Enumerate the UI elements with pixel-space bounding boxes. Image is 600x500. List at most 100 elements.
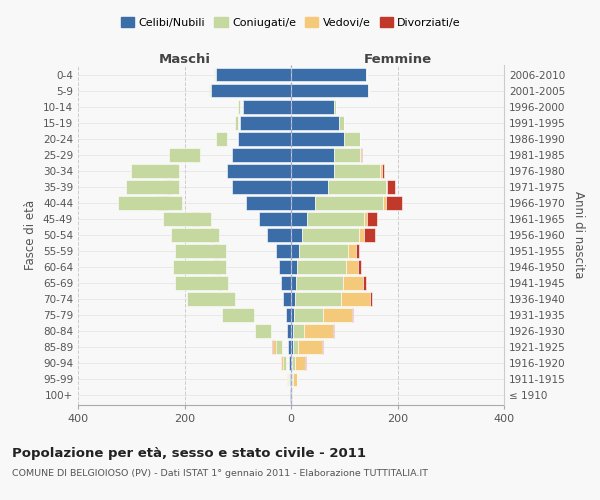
Bar <box>380 164 382 177</box>
Bar <box>304 324 333 338</box>
Bar <box>281 276 291 290</box>
Bar <box>243 100 291 114</box>
Bar <box>295 356 305 370</box>
Bar <box>209 228 214 242</box>
Bar <box>283 292 291 306</box>
Bar <box>194 148 197 162</box>
Bar <box>352 308 353 322</box>
Bar <box>295 292 341 306</box>
Bar <box>386 180 387 194</box>
Bar <box>214 68 215 82</box>
Bar <box>291 356 292 370</box>
Bar <box>299 244 348 258</box>
Bar <box>289 356 291 370</box>
Bar <box>229 292 230 306</box>
Bar <box>293 372 298 386</box>
Bar <box>209 84 210 98</box>
Bar <box>334 148 360 162</box>
Text: Maschi: Maschi <box>158 53 211 66</box>
Bar <box>187 292 235 306</box>
Bar <box>287 324 291 338</box>
Bar <box>223 244 224 258</box>
Bar <box>163 212 211 226</box>
Bar <box>298 260 346 274</box>
Y-axis label: Fasce di età: Fasce di età <box>25 200 37 270</box>
Bar <box>386 196 402 209</box>
Bar <box>292 372 293 386</box>
Bar <box>291 180 328 194</box>
Bar <box>288 372 289 386</box>
Bar <box>241 116 291 130</box>
Bar <box>258 324 265 338</box>
Bar <box>281 356 283 370</box>
Bar <box>365 68 367 82</box>
Bar <box>286 308 291 322</box>
Bar <box>383 196 386 209</box>
Bar <box>171 228 219 242</box>
Bar <box>291 132 344 145</box>
Bar <box>291 196 315 209</box>
Bar <box>387 180 395 194</box>
Bar <box>209 212 210 226</box>
Bar <box>348 244 356 258</box>
Bar <box>227 292 231 306</box>
Bar <box>307 212 364 226</box>
Bar <box>356 244 359 258</box>
Bar <box>291 116 339 130</box>
Bar <box>291 100 334 114</box>
Bar <box>382 164 384 177</box>
Bar <box>291 148 334 162</box>
Bar <box>298 340 322 354</box>
Bar <box>315 196 383 209</box>
Bar <box>291 324 293 338</box>
Bar <box>346 260 358 274</box>
Bar <box>291 340 293 354</box>
Bar <box>283 356 286 370</box>
Bar <box>293 324 304 338</box>
Bar <box>214 260 219 274</box>
Bar <box>131 164 179 177</box>
Text: COMUNE DI BELGIOIOSO (PV) - Dati ISTAT 1° gennaio 2011 - Elaborazione TUTTITALIA: COMUNE DI BELGIOIOSO (PV) - Dati ISTAT 1… <box>12 469 428 478</box>
Bar <box>292 388 293 402</box>
Bar <box>291 260 298 274</box>
Bar <box>296 276 343 290</box>
Bar <box>291 212 307 226</box>
Bar <box>293 308 323 322</box>
Bar <box>291 292 295 306</box>
Bar <box>291 84 368 98</box>
Bar <box>175 244 226 258</box>
Bar <box>359 228 364 242</box>
Bar <box>370 292 373 306</box>
Bar <box>126 180 179 194</box>
Bar <box>287 372 288 386</box>
Bar <box>343 276 364 290</box>
Bar <box>246 196 291 209</box>
Bar <box>358 260 361 274</box>
Bar <box>217 68 291 82</box>
Bar <box>217 132 227 145</box>
Bar <box>292 356 295 370</box>
Bar <box>368 84 369 98</box>
Legend: Celibi/Nubili, Coniugati/e, Vedovi/e, Divorziati/e: Celibi/Nubili, Coniugati/e, Vedovi/e, Di… <box>116 13 466 32</box>
Bar <box>232 148 291 162</box>
Bar <box>291 164 334 177</box>
Bar <box>223 276 226 290</box>
Bar <box>291 244 299 258</box>
Bar <box>235 116 238 130</box>
Text: Popolazione per età, sesso e stato civile - 2011: Popolazione per età, sesso e stato civil… <box>12 448 366 460</box>
Bar <box>367 212 377 226</box>
Bar <box>217 276 221 290</box>
Bar <box>291 228 302 242</box>
Bar <box>259 212 291 226</box>
Bar <box>255 324 271 338</box>
Bar <box>291 308 293 322</box>
Bar <box>118 196 182 209</box>
Bar <box>274 340 278 354</box>
Bar <box>275 340 282 354</box>
Bar <box>191 212 200 226</box>
Bar <box>360 148 361 162</box>
Bar <box>305 356 307 370</box>
Bar <box>166 180 172 194</box>
Bar <box>169 148 200 162</box>
Bar <box>272 340 275 354</box>
